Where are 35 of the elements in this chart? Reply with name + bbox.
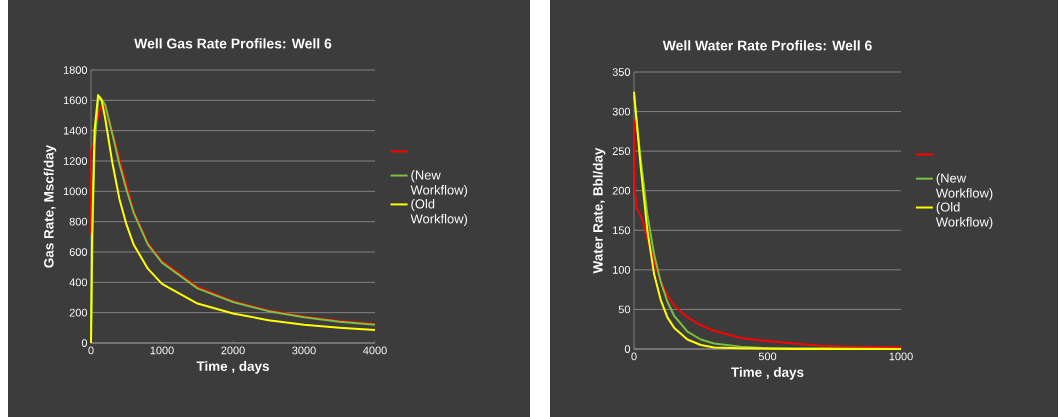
y-tick-label: 250 [612, 147, 631, 156]
x-tick-label: 0 [88, 346, 94, 355]
x-tick-label: 0 [631, 352, 637, 361]
x-tick-label: 500 [758, 352, 777, 361]
y-tick-label: 1000 [63, 187, 88, 196]
y-tick-label: 200 [69, 308, 88, 317]
y-tick-label: 50 [618, 305, 631, 314]
chart-title: Well Gas Rate Profiles: Well 6 [134, 38, 332, 49]
y-tick-label: 200 [612, 186, 631, 195]
y-axis-title: Gas Rate, Mscf/day [43, 144, 57, 268]
x-tick-label: 3000 [292, 346, 316, 355]
x-tick-label: 4000 [363, 346, 387, 355]
y-tick-label: 800 [69, 217, 88, 226]
y-tick-label: 400 [69, 278, 88, 287]
x-axis-title: Time , days [196, 361, 269, 374]
x-tick-label: 1000 [889, 352, 913, 361]
y-tick-label: 600 [69, 248, 88, 256]
y-tick-label: 150 [613, 226, 631, 235]
legend-label: (New Workflow) [935, 173, 993, 201]
y-tick-label: 350 [612, 68, 631, 76]
x-tick-label: 2000 [221, 346, 245, 355]
y-axis-title: Water Rate, Bbl/day [592, 147, 606, 274]
x-tick-label: 1000 [150, 346, 174, 355]
y-tick-label: 1200 [63, 157, 88, 165]
legend-label: (New Workflow) [410, 170, 468, 198]
legend-label: (Old Workflow) [410, 198, 468, 226]
y-tick-label: 1600 [63, 96, 88, 105]
y-tick-label: 1800 [63, 66, 88, 74]
legend-label: (Old Workflow) [935, 202, 993, 230]
y-tick-label: 300 [612, 107, 631, 116]
y-tick-label: 1400 [63, 126, 88, 135]
y-tick-label: 0 [81, 339, 88, 347]
y-tick-label: 100 [613, 265, 631, 274]
chart-title: Well Water Rate Profiles: Well 6 [662, 40, 872, 51]
x-axis-title: Time , days [731, 367, 804, 380]
